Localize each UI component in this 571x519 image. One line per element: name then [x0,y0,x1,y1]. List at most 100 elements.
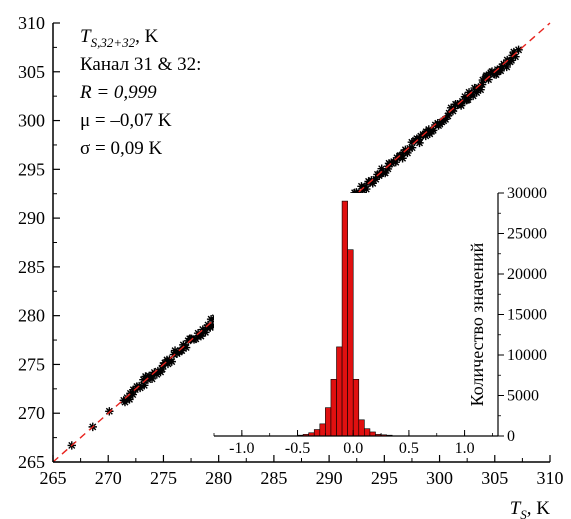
scatter-point [152,370,162,379]
scatter-point [383,164,393,174]
y-tick-label: 295 [18,159,45,179]
scatter-point [201,328,210,337]
x-tick-label: 310 [537,468,564,488]
scatter-point [478,75,488,85]
scatter-point [191,334,201,344]
scatter-point [405,144,414,153]
scatter-point [401,145,410,154]
annotation-stddev: σ = 0,09 K [80,138,162,159]
x-tick-label: 295 [371,468,398,488]
histogram-x-tick-label: 1.0 [455,440,475,457]
scatter-point [456,101,466,110]
scatter-point [407,143,417,152]
scatter-point [398,154,407,163]
annotation-variable: TS,32+32, K [80,26,159,50]
scatter-point [502,62,511,72]
histogram-x-tick-label: -0.5 [285,440,310,457]
x-tick-label: 290 [316,468,343,488]
histogram-y-tick-label: 25000 [507,226,547,243]
scatter-point [181,343,191,352]
scatter-point [507,56,516,65]
scatter-point [163,359,173,369]
y-tick-label: 280 [18,306,45,326]
scatter-point [140,381,149,390]
scatter-point [105,407,114,416]
histogram-inset: -1.0 -0.5 0.0 0.5 1.0 0 5000 10000 15000 20000 250… [213,185,547,457]
y-tick-label: 305 [18,62,45,82]
scatter-point [377,164,386,173]
histogram-y-axis-label: Количество значений [467,242,487,406]
y-tick-label: 290 [18,208,45,228]
annotation-correlation: R = 0,999 [79,82,157,103]
scatter-point [496,66,505,75]
scatter-point [368,179,377,188]
scatter-point [514,45,523,55]
scatter-point [415,138,424,148]
y-tick-label: 270 [18,403,45,423]
scatter-point [362,184,371,194]
scatter-point [472,88,481,97]
scatter-point [196,331,206,341]
histogram-x-tick-label: -1.0 [229,440,254,457]
scatter-point [128,390,137,399]
scatter-point [509,47,519,57]
scatter-point [153,366,163,376]
histogram-y-tick-label: 20000 [507,266,547,283]
scatter-point [482,71,491,80]
scatter-point [484,75,493,84]
y-tick-label: 275 [18,354,45,374]
scatter-point [412,134,422,143]
scatter-point [468,91,478,101]
histogram-y-tick-label: 30000 [507,185,547,202]
histogram-bar [313,429,321,437]
histogram-bar [336,346,343,437]
histogram-x-tick-label: 0.5 [399,440,419,457]
scatter-point [444,108,454,118]
scatter-point [170,346,180,355]
x-tick-label: 270 [95,468,122,488]
x-tick-label: 280 [205,468,232,488]
scatter-point [391,158,400,167]
scatter-point [458,97,467,106]
scatter-point [477,80,487,89]
histogram-bar [325,407,332,437]
scatter-point [358,186,367,195]
main-tick-labels: 265 270 275 280 285 290 295 300 305 310 265 270 275 2… [18,13,564,488]
annotation-channel: Канал 31 & 32: [80,54,201,75]
scatter-point [206,315,216,324]
scatter-point [448,106,458,116]
histogram-bar [358,419,365,437]
scatter-point [139,375,148,384]
scatter-point [125,395,134,404]
x-tick-label: 300 [426,468,453,488]
scatter-point [476,85,485,94]
scatter-point [433,119,442,128]
x-tick-label: 265 [40,468,67,488]
scatter-point [511,52,520,61]
x-tick-label: 305 [481,468,508,488]
histogram-y-tick-label: 10000 [507,347,547,364]
histogram-bar [341,200,348,437]
annotation-mean: μ = –0,07 K [80,110,172,131]
scatter-point [380,168,390,178]
scatter-point [120,397,130,407]
scatter-point [403,148,412,158]
x-tick-label: 285 [260,468,287,488]
scatter-point [407,138,417,147]
histogram-bar [369,431,376,437]
histogram-y-tick-label: 15000 [507,307,547,324]
scatter-point [414,135,423,144]
scatter-point [371,175,380,184]
histogram-x-tick-label: 0.0 [343,440,363,457]
histogram-bar [319,423,326,437]
main-axes [52,22,551,463]
scatter-point [167,357,176,366]
y-tick-label: 300 [18,111,45,131]
y-tick-label: 285 [18,257,45,277]
scatter-point [156,367,165,377]
scatter-point [443,111,453,121]
scatter-point [177,346,186,355]
x-tick-label: 275 [150,468,177,488]
scatter-point [429,126,438,135]
